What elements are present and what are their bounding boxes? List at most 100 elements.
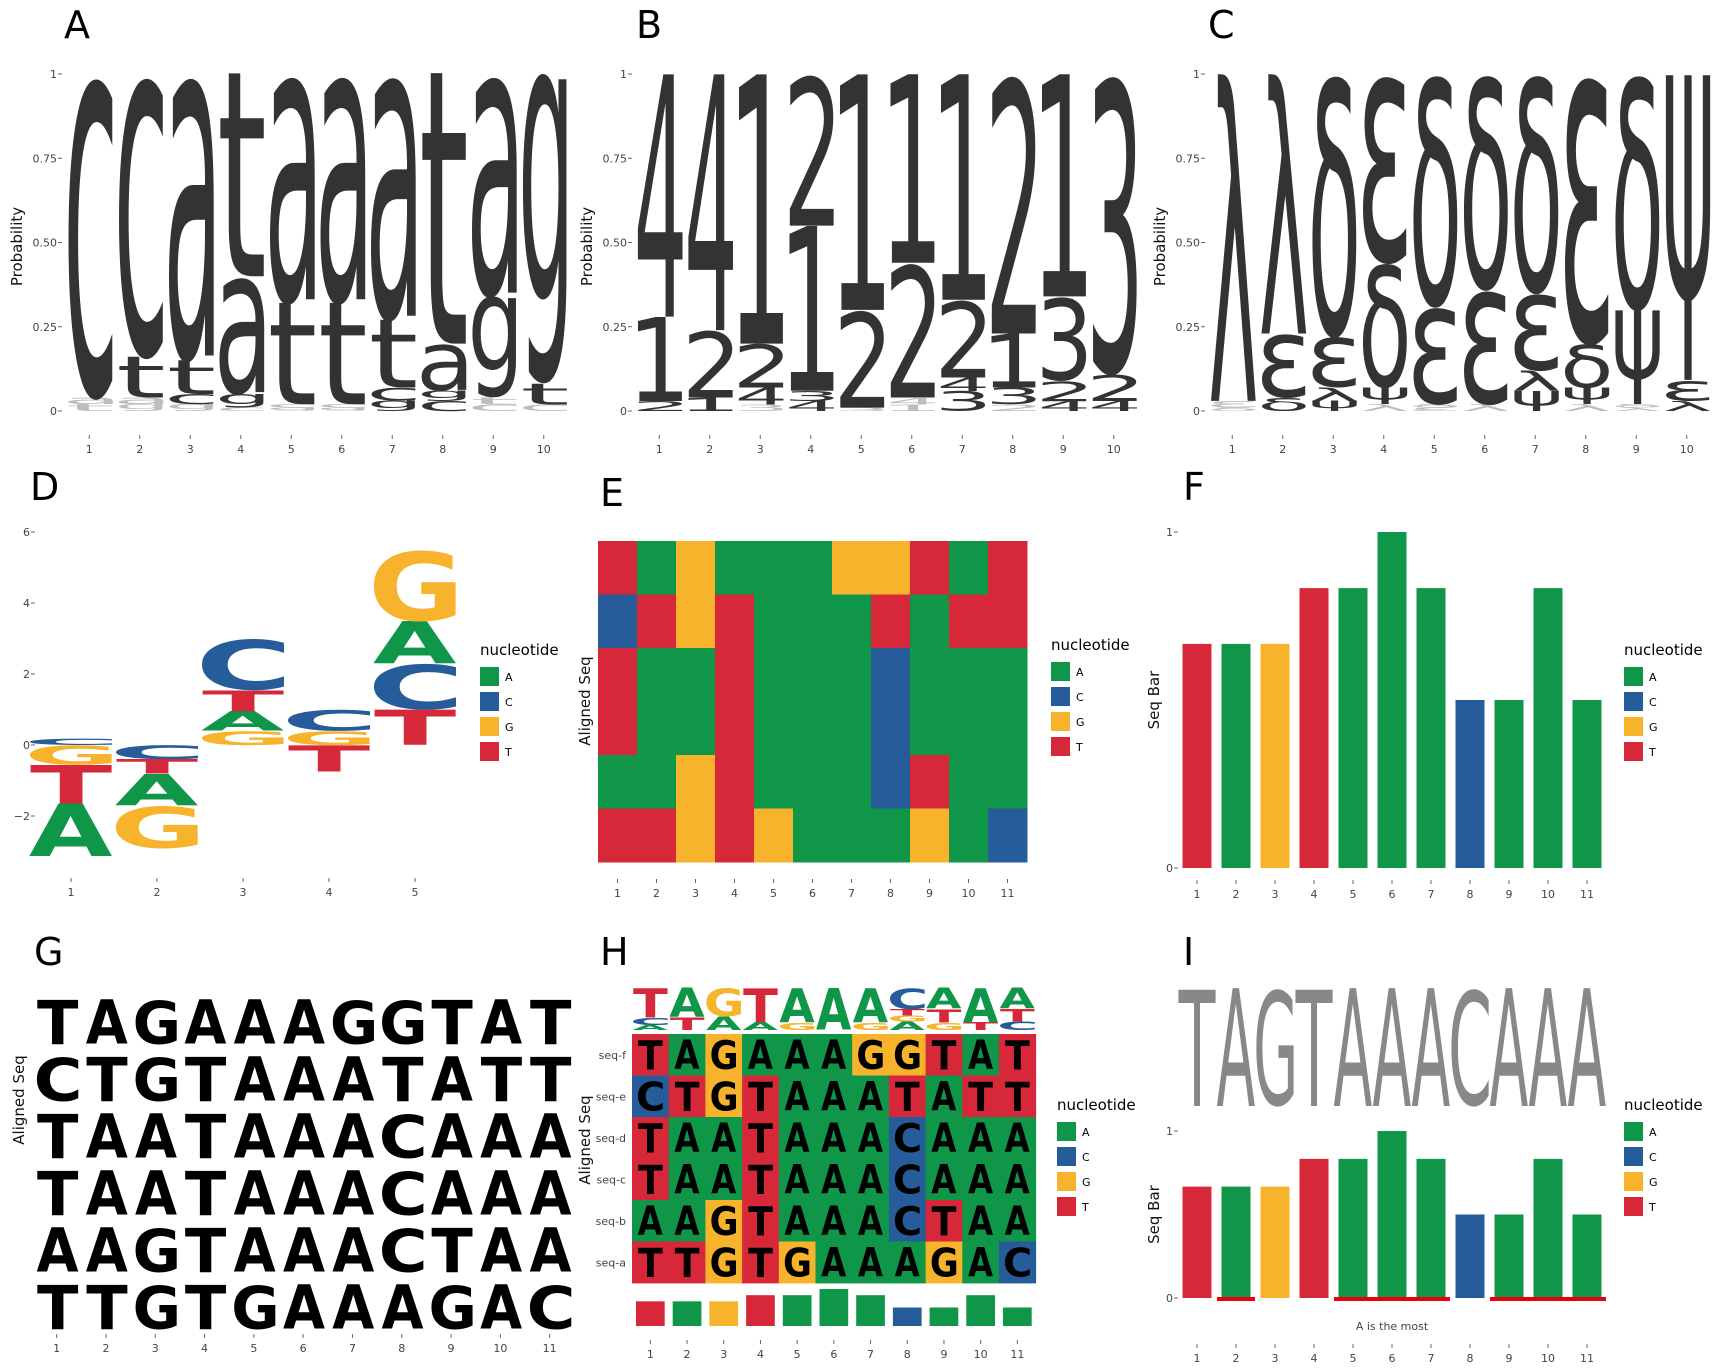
logo-letter-T: T (743, 980, 779, 1034)
logo-letter-T: T (1000, 1006, 1035, 1026)
alignment-letter-T: T (895, 1074, 920, 1120)
x-tick-label: 1 (656, 443, 663, 456)
bar-A (1494, 700, 1524, 868)
alignment-letter-A: A (968, 1198, 993, 1245)
logo-letter-G: G (887, 1014, 928, 1024)
heatmap-cell-A (754, 648, 794, 702)
consensus-letter-A: A (1528, 957, 1567, 1145)
alignment-cell-T (742, 1241, 780, 1284)
logo-letter: g (518, 0, 574, 395)
alignment-letter-G: G (428, 1273, 476, 1342)
logo-letter: ε (1558, 0, 1615, 449)
y-axis-label: Seq Bar (1145, 1184, 1163, 1244)
logo-letter-T: T (890, 1007, 925, 1017)
logo-letter: δ (1409, 403, 1462, 408)
heatmap-cell-A (988, 701, 1028, 756)
alignment-letter-T: T (37, 1160, 79, 1230)
alignment-cell-A (962, 1158, 1000, 1201)
alignment-letter-T: T (748, 1240, 773, 1286)
alignment-letter-G: G (930, 1241, 959, 1286)
heatmap-cell-C (871, 648, 911, 702)
legend-swatch-T (1057, 1197, 1076, 1216)
alignment-letter-T: T (748, 1074, 773, 1120)
heatmap-cell-T (637, 808, 677, 863)
bar-A (1338, 588, 1368, 868)
bar-A (672, 1301, 702, 1326)
alignment-cell-T (632, 1241, 670, 1284)
panel-label-I: I (1183, 930, 1194, 974)
heatmap-cell-A (598, 755, 638, 809)
legend-swatch-A (480, 667, 499, 686)
x-tick-label: 3 (757, 443, 764, 456)
logo-letter-C: C (23, 737, 120, 747)
x-tick-label: 2 (706, 443, 713, 456)
logo-letter: a (264, 0, 323, 393)
alignment-letter-A: A (529, 1157, 571, 1229)
alignment-cell-A (925, 1117, 963, 1159)
alignment-cell-T (742, 1200, 780, 1242)
y-tick-label: 1 (50, 68, 57, 81)
logo-letter: 1 (879, 24, 943, 324)
heatmap-cell-C (871, 755, 911, 809)
logo-letter: 4 (785, 398, 838, 414)
heatmap-cell-A (637, 701, 677, 756)
panel-label-H: H (600, 930, 629, 974)
alignment-letter-A: A (184, 986, 226, 1058)
logo-letter-A: A (706, 1013, 741, 1034)
alignment-letter-T: T (1005, 1033, 1030, 1079)
alignment-letter-T: T (530, 1046, 572, 1116)
alignment-letter-A: A (332, 1157, 374, 1229)
alignment-letter-A: A (283, 1100, 325, 1172)
alignment-cell-A (852, 1075, 890, 1118)
x-tick-label: 3 (1330, 443, 1337, 456)
legend-label-T: T (1648, 1201, 1656, 1214)
logo-letter: 4 (1038, 398, 1091, 414)
alignment-letter-A: A (968, 1032, 993, 1079)
x-tick-label: 7 (867, 1348, 874, 1361)
panel-label-F: F (1183, 465, 1205, 509)
logo-letter: 4 (735, 383, 788, 410)
alignment-letter-T: T (968, 1074, 993, 1120)
heatmap-cell-T (715, 648, 755, 702)
logo-letter: c (164, 388, 220, 408)
logo-letter-A: A (743, 1020, 779, 1032)
x-tick-label: 1 (1229, 443, 1236, 456)
logo-letter: ε (1659, 368, 1713, 409)
y-tick-label: 4 (23, 597, 30, 610)
legend-swatch-A (1624, 667, 1643, 686)
bar-A (856, 1295, 885, 1326)
bar-G (1260, 643, 1290, 868)
legend-swatch-A (1051, 662, 1070, 681)
row-label: seq-f (599, 1049, 627, 1062)
x-tick-label: 7 (1428, 888, 1435, 901)
y-tick-label: 0.75 (33, 152, 58, 165)
bar-A (1533, 1158, 1563, 1298)
alignment-cell-T (925, 1034, 963, 1076)
alignment-letter-A: A (480, 1100, 522, 1172)
x-tick-label: 5 (250, 1342, 257, 1355)
bar-T (1182, 1186, 1212, 1298)
logo-letter-C: C (109, 742, 206, 764)
heatmap-cell-C (598, 594, 638, 649)
legend-label-A: A (1649, 1126, 1657, 1139)
legend-label-A: A (1649, 671, 1657, 684)
logo-letter-T: T (288, 738, 371, 780)
alignment-letter-A: A (86, 986, 128, 1058)
x-tick-label: 8 (887, 887, 894, 900)
x-tick-label: 7 (389, 443, 396, 456)
heatmap-cell-A (910, 648, 950, 702)
alignment-cell-T (962, 1075, 1000, 1118)
legend-swatch-G (1051, 712, 1070, 731)
x-tick-label: 9 (1060, 443, 1067, 456)
x-tick-label: 4 (1380, 443, 1387, 456)
alignment-cell-T (999, 1075, 1037, 1118)
alignment-letter-T: T (675, 1074, 700, 1120)
heatmap-cell-A (637, 755, 677, 809)
logo-letter: a (113, 394, 172, 407)
x-tick-label: 6 (809, 887, 816, 900)
y-axis-label: Probability (1151, 207, 1169, 286)
consensus-letter-T: T (1178, 959, 1216, 1144)
logo-letter: a (163, 0, 222, 472)
alignment-cell-T (668, 1075, 706, 1118)
